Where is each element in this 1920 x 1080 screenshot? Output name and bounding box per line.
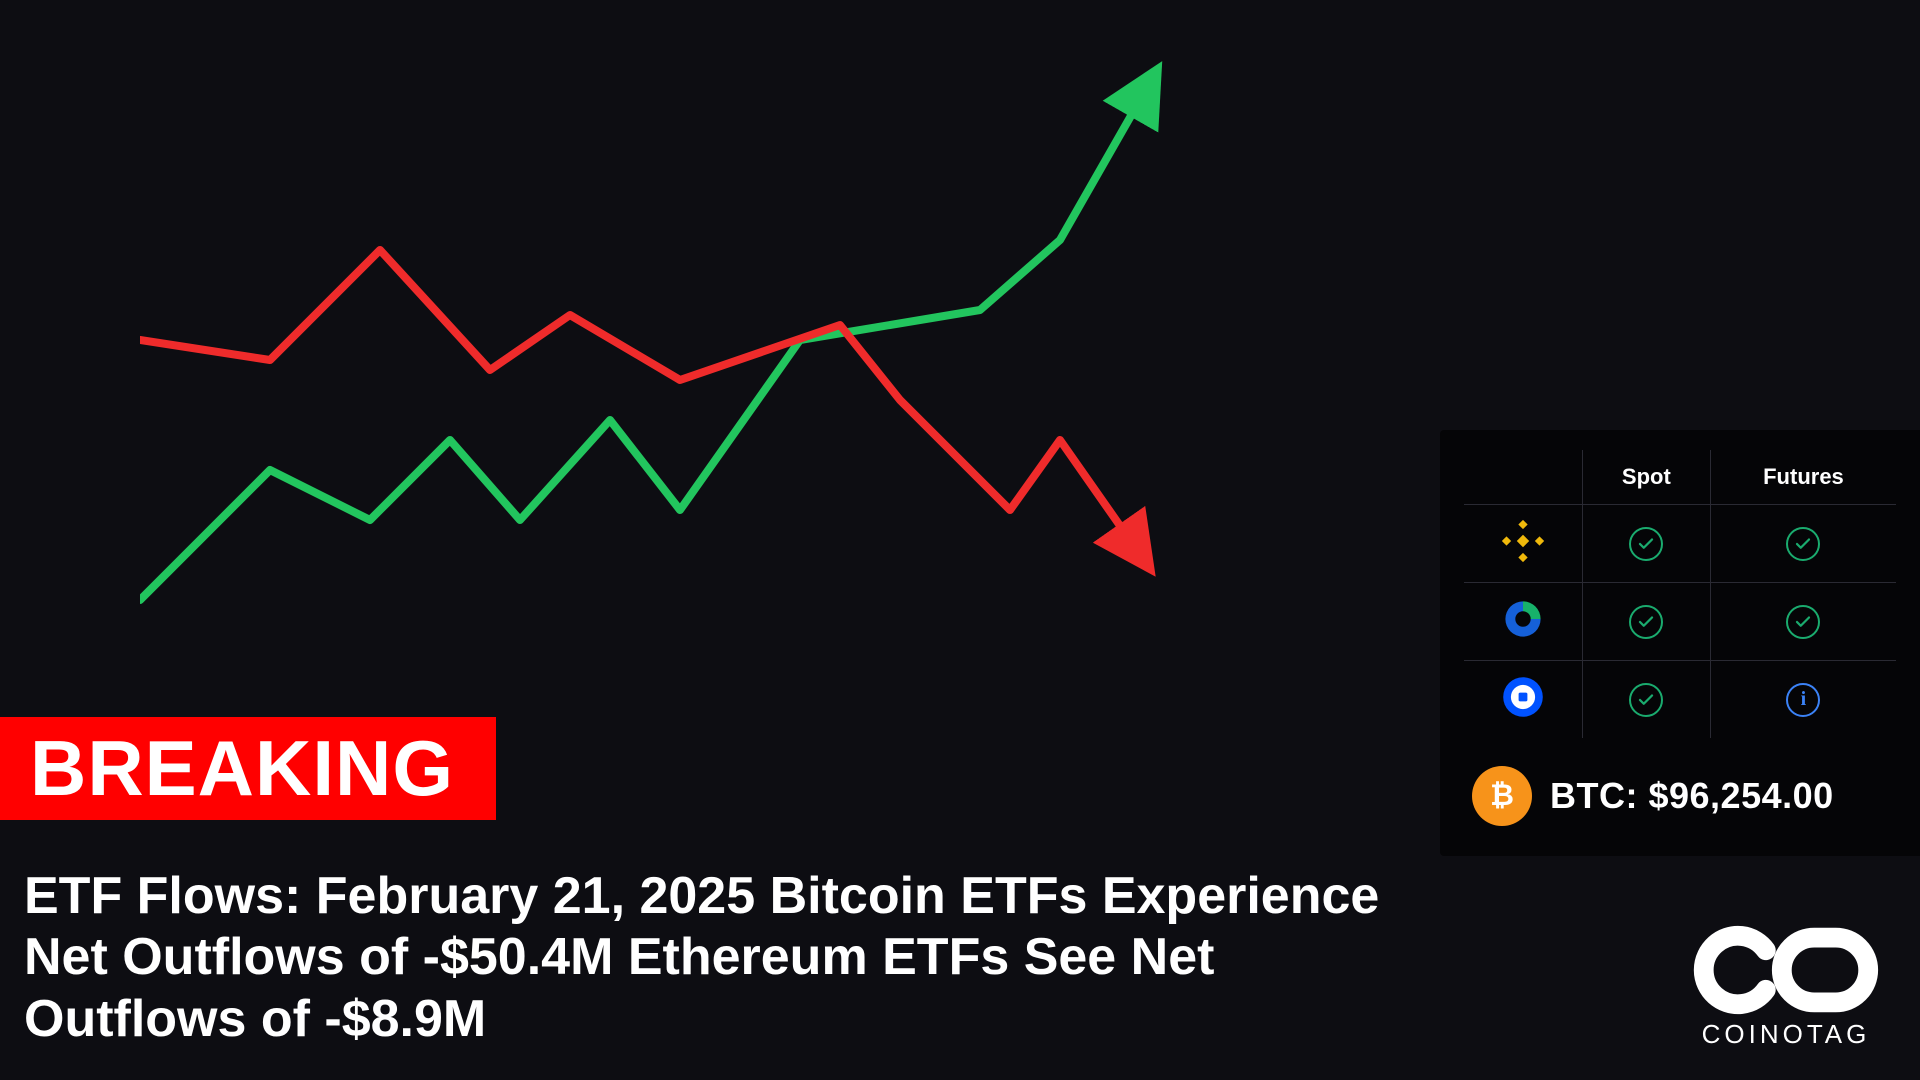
brand-o-icon — [1770, 925, 1880, 1015]
trend-chart — [140, 40, 1260, 680]
brand-c-icon — [1692, 925, 1782, 1015]
check-icon — [1629, 527, 1663, 561]
table-row — [1464, 505, 1896, 583]
price-row: ₿ BTC: $96,254.00 — [1464, 766, 1896, 826]
check-icon — [1629, 683, 1663, 717]
btc-price: BTC: $96,254.00 — [1550, 775, 1834, 817]
info-icon: i — [1786, 683, 1820, 717]
check-icon — [1786, 527, 1820, 561]
binance-icon — [1501, 519, 1545, 563]
brand-block: COINOTAG — [1692, 925, 1880, 1050]
breaking-label: BREAKING — [30, 724, 454, 812]
headline-text: ETF Flows: February 21, 2025 Bitcoin ETF… — [24, 866, 1440, 1050]
chart-line-up — [140, 100, 1140, 600]
table-row — [1464, 583, 1896, 661]
gateio-icon — [1501, 597, 1545, 641]
table-header-row: Spot Futures — [1464, 450, 1896, 505]
breaking-badge: BREAKING — [0, 717, 496, 820]
col-spot: Spot — [1582, 450, 1710, 505]
exchange-table: Spot Futures — [1464, 450, 1896, 738]
brand-logo — [1692, 925, 1880, 1015]
coinbase-icon — [1501, 675, 1545, 719]
table-row: i — [1464, 661, 1896, 739]
check-icon — [1629, 605, 1663, 639]
brand-name: COINOTAG — [1702, 1019, 1871, 1050]
exchange-panel: Spot Futures — [1440, 430, 1920, 856]
stage: Spot Futures — [0, 0, 1920, 1080]
check-icon — [1786, 605, 1820, 639]
chart-line-down — [140, 250, 1130, 540]
col-futures: Futures — [1710, 450, 1896, 505]
bitcoin-icon: ₿ — [1472, 766, 1532, 826]
col-blank — [1464, 450, 1582, 505]
svg-text:₿: ₿ — [1490, 780, 1514, 812]
